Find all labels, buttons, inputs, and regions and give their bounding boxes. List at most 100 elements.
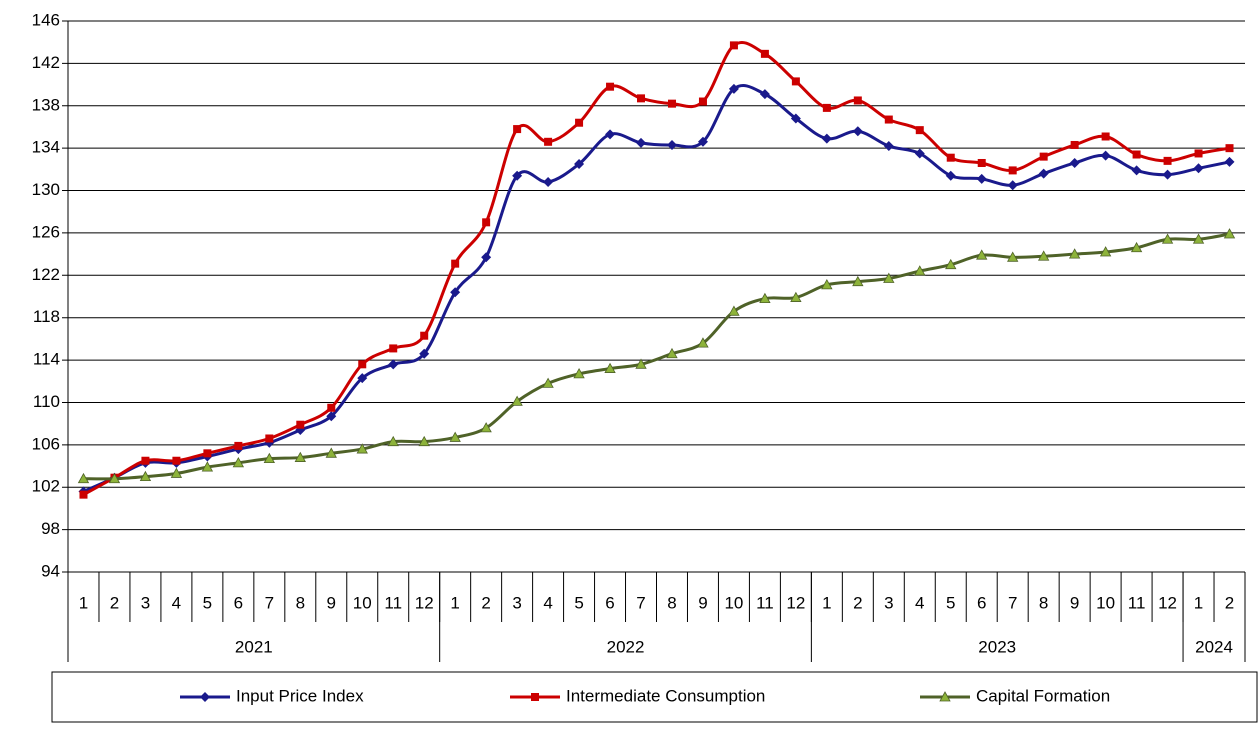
data-point (326, 411, 337, 422)
data-point (1007, 251, 1019, 262)
data-point (481, 252, 492, 263)
data-point (265, 434, 274, 443)
x-tick-label: 7 (1008, 593, 1017, 612)
data-point (1224, 156, 1235, 167)
data-point (667, 99, 676, 108)
data-point (1070, 140, 1079, 149)
x-tick-label: 1 (822, 593, 831, 612)
legend-marker (531, 693, 539, 701)
data-point (451, 259, 460, 268)
x-tick-label: 9 (698, 593, 707, 612)
data-point (852, 126, 863, 137)
data-point (325, 447, 337, 458)
data-point (976, 249, 988, 260)
series-line (82, 41, 1230, 496)
data-point (1130, 241, 1143, 253)
data-point (263, 452, 276, 464)
data-point (605, 129, 616, 140)
x-tick-label: 6 (234, 593, 243, 612)
data-point (234, 441, 243, 450)
data-point (480, 422, 492, 433)
data-point (666, 347, 678, 359)
x-tick-label: 6 (605, 593, 614, 612)
x-tick-label: 9 (1070, 593, 1079, 612)
data-point (1161, 233, 1174, 244)
data-point (883, 272, 895, 283)
data-point (296, 420, 305, 429)
x-tick-label: 4 (915, 593, 924, 612)
data-point (573, 368, 585, 379)
data-point (946, 153, 955, 162)
y-tick-label: 130 (32, 180, 60, 199)
data-point (357, 373, 368, 384)
legend-marker (200, 692, 210, 702)
data-point (1192, 233, 1205, 244)
x-tick-label: 1 (79, 593, 88, 612)
data-point (201, 461, 214, 472)
series-line (82, 84, 1230, 493)
y-tick-label: 106 (32, 434, 60, 453)
y-tick-label: 98 (41, 519, 60, 538)
data-point (575, 118, 584, 127)
y-tick-label: 114 (33, 350, 60, 369)
data-point (821, 133, 832, 144)
legend-marker (939, 691, 951, 702)
x-tick-label: 3 (512, 593, 521, 612)
data-point (170, 467, 183, 478)
data-point (1163, 156, 1172, 165)
data-point (1100, 150, 1111, 161)
data-point (574, 159, 585, 170)
x-tick-label: 3 (141, 593, 150, 612)
data-point (1162, 169, 1173, 180)
data-point (666, 139, 677, 150)
y-tick-label: 138 (32, 95, 60, 114)
data-point (1194, 149, 1203, 158)
x-tick-label: 8 (296, 593, 305, 612)
y-tick-label: 134 (32, 138, 60, 157)
data-point (790, 113, 801, 124)
data-point (388, 359, 399, 370)
x-tick-label: 12 (786, 593, 805, 612)
year-label: 2024 (1195, 637, 1233, 656)
data-point (635, 358, 647, 369)
x-tick-label: 5 (574, 593, 583, 612)
data-point (1008, 166, 1017, 175)
data-point (1038, 168, 1049, 179)
year-label: 2022 (607, 637, 645, 656)
x-tick-label: 5 (946, 593, 955, 612)
data-point (606, 82, 615, 91)
data-point (1131, 165, 1142, 176)
x-tick-label: 10 (1096, 593, 1115, 612)
data-point (728, 305, 740, 316)
data-point (139, 470, 152, 482)
x-tick-label: 4 (543, 593, 552, 612)
legend-label: Intermediate Consumption (566, 686, 765, 705)
x-tick-label: 4 (172, 593, 181, 612)
data-point (977, 158, 986, 167)
x-tick-label: 1 (1194, 593, 1203, 612)
data-point (203, 449, 212, 458)
data-point (327, 403, 336, 412)
data-point (294, 451, 306, 462)
data-point (915, 126, 924, 135)
data-point (543, 177, 554, 188)
y-tick-label: 122 (32, 265, 60, 284)
x-tick-label: 10 (724, 593, 743, 612)
x-tick-label: 2 (853, 593, 862, 612)
data-point (420, 331, 429, 340)
x-tick-label: 9 (327, 593, 336, 612)
data-point (914, 148, 925, 159)
data-point (822, 103, 831, 112)
data-point (604, 362, 616, 373)
data-point (791, 77, 800, 86)
data-point (884, 115, 893, 124)
y-tick-label: 146 (32, 10, 60, 29)
data-point (1193, 163, 1204, 174)
data-point (450, 287, 461, 298)
data-point (883, 141, 894, 152)
x-tick-label: 12 (1158, 593, 1177, 612)
data-point (544, 137, 553, 146)
data-point (697, 337, 709, 348)
data-point (108, 472, 121, 484)
